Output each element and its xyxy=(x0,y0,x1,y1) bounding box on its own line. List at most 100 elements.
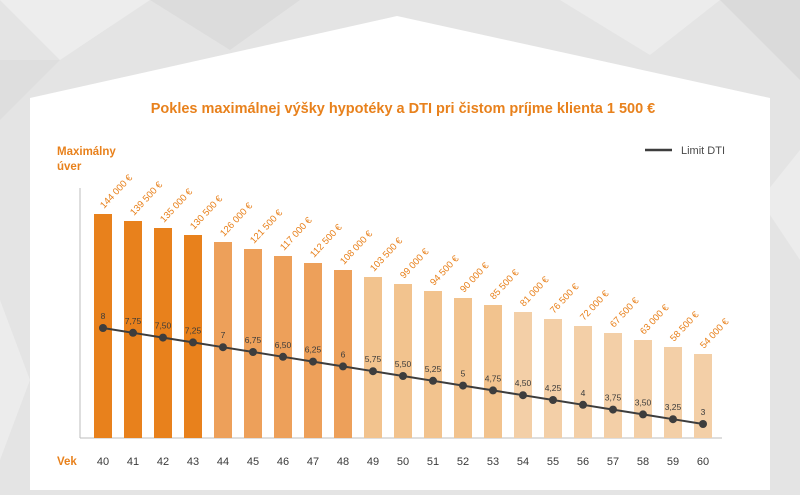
bar xyxy=(364,277,382,438)
bar xyxy=(154,228,172,438)
bar xyxy=(544,319,562,438)
x-axis-label: Vek xyxy=(57,456,77,468)
bar xyxy=(304,263,322,438)
bar xyxy=(334,270,352,438)
bar-value-label: 54 000 € xyxy=(698,316,732,351)
bar xyxy=(664,347,682,438)
bar-value-label: 58 500 € xyxy=(668,309,702,344)
dti-point xyxy=(129,328,137,337)
bar-value-label: 144 000 € xyxy=(98,172,135,211)
x-tick-label: 54 xyxy=(517,456,529,468)
x-tick-label: 42 xyxy=(157,456,169,468)
x-tick-label: 53 xyxy=(487,456,499,468)
dti-value-label: 3,25 xyxy=(665,402,682,412)
y-axis-label-line1: Maximálny xyxy=(57,146,116,158)
bar xyxy=(274,256,292,438)
dti-value-label: 3,50 xyxy=(635,397,652,407)
dti-value-label: 5 xyxy=(461,369,466,379)
x-tick-label: 41 xyxy=(127,456,139,468)
x-tick-label: 55 xyxy=(547,456,559,468)
bar-value-label: 135 000 € xyxy=(158,186,195,225)
dti-point xyxy=(369,367,377,376)
dti-point xyxy=(339,362,347,371)
dti-point xyxy=(489,386,497,395)
dti-value-label: 4,75 xyxy=(485,373,502,383)
bar xyxy=(184,235,202,438)
y-axis-label-line2: úver xyxy=(57,161,82,173)
dti-value-label: 6 xyxy=(341,349,346,359)
bar-value-label: 63 000 € xyxy=(638,302,672,337)
bar-value-label: 108 000 € xyxy=(338,228,375,267)
dti-value-label: 7 xyxy=(221,330,226,340)
dti-point xyxy=(519,391,527,400)
dti-point xyxy=(399,372,407,380)
bar-value-label: 85 500 € xyxy=(488,267,522,302)
dti-point xyxy=(189,338,197,347)
x-tick-label: 47 xyxy=(307,456,319,468)
x-tick-label: 50 xyxy=(397,456,409,468)
dti-point xyxy=(159,333,167,342)
x-tick-label: 57 xyxy=(607,456,619,468)
x-tick-label: 48 xyxy=(337,456,349,468)
bar xyxy=(244,249,262,438)
dti-value-label: 4,50 xyxy=(515,378,532,388)
dti-point xyxy=(249,348,257,356)
dti-value-label: 7,25 xyxy=(185,325,202,335)
dti-point xyxy=(219,343,227,352)
dti-point xyxy=(309,357,317,366)
bar xyxy=(574,326,592,438)
dti-value-label: 5,25 xyxy=(425,364,442,374)
dti-value-label: 6,75 xyxy=(245,335,262,345)
bar-value-label: 139 500 € xyxy=(128,179,165,218)
x-tick-label: 40 xyxy=(97,456,109,468)
dti-point xyxy=(99,324,107,332)
bar xyxy=(514,312,532,438)
x-tick-label: 51 xyxy=(427,456,439,468)
dti-value-label: 6,50 xyxy=(275,340,292,350)
x-tick-label: 44 xyxy=(217,456,229,468)
bar xyxy=(484,305,502,438)
dti-point xyxy=(279,352,287,361)
bar xyxy=(214,242,232,438)
dti-point xyxy=(459,381,467,390)
chart-title: Pokles maximálnej výšky hypotéky a DTI p… xyxy=(151,101,656,117)
x-tick-label: 46 xyxy=(277,456,289,468)
bar-value-label: 81 000 € xyxy=(518,274,552,309)
x-tick-label: 56 xyxy=(577,456,589,468)
bar-value-label: 117 000 € xyxy=(278,215,315,253)
bar-value-label: 94 500 € xyxy=(428,253,462,288)
dti-value-label: 7,50 xyxy=(155,321,172,331)
dti-value-label: 5,50 xyxy=(395,359,412,369)
bar-value-label: 103 500 € xyxy=(368,235,405,274)
x-tick-label: 60 xyxy=(697,456,709,468)
x-tick-label: 59 xyxy=(667,456,679,468)
dti-value-label: 3 xyxy=(701,407,706,417)
bar-value-label: 121 500 € xyxy=(248,207,285,246)
dti-value-label: 5,75 xyxy=(365,354,382,364)
bar xyxy=(394,284,412,438)
dti-value-label: 6,25 xyxy=(305,345,322,355)
dti-point xyxy=(669,415,677,424)
dti-value-label: 3,75 xyxy=(605,393,622,403)
bar-value-label: 112 500 € xyxy=(308,222,345,260)
dti-value-label: 7,75 xyxy=(125,316,142,326)
dti-point xyxy=(429,376,437,385)
bar-value-label: 90 000 € xyxy=(458,260,492,295)
x-tick-label: 58 xyxy=(637,456,649,468)
bar-value-label: 67 500 € xyxy=(608,295,642,330)
x-tick-label: 52 xyxy=(457,456,469,468)
bar xyxy=(424,291,442,438)
dti-point xyxy=(579,400,587,409)
dti-point xyxy=(639,410,647,419)
dti-value-label: 4 xyxy=(581,388,586,398)
bar-value-label: 126 000 € xyxy=(218,200,255,239)
dti-point xyxy=(609,405,617,414)
x-tick-label: 49 xyxy=(367,456,379,468)
dti-point xyxy=(549,396,557,404)
x-tick-label: 45 xyxy=(247,456,259,468)
bar-value-label: 72 000 € xyxy=(578,288,612,323)
bar xyxy=(454,298,472,438)
dti-point xyxy=(699,420,707,428)
x-tick-label: 43 xyxy=(187,456,199,468)
